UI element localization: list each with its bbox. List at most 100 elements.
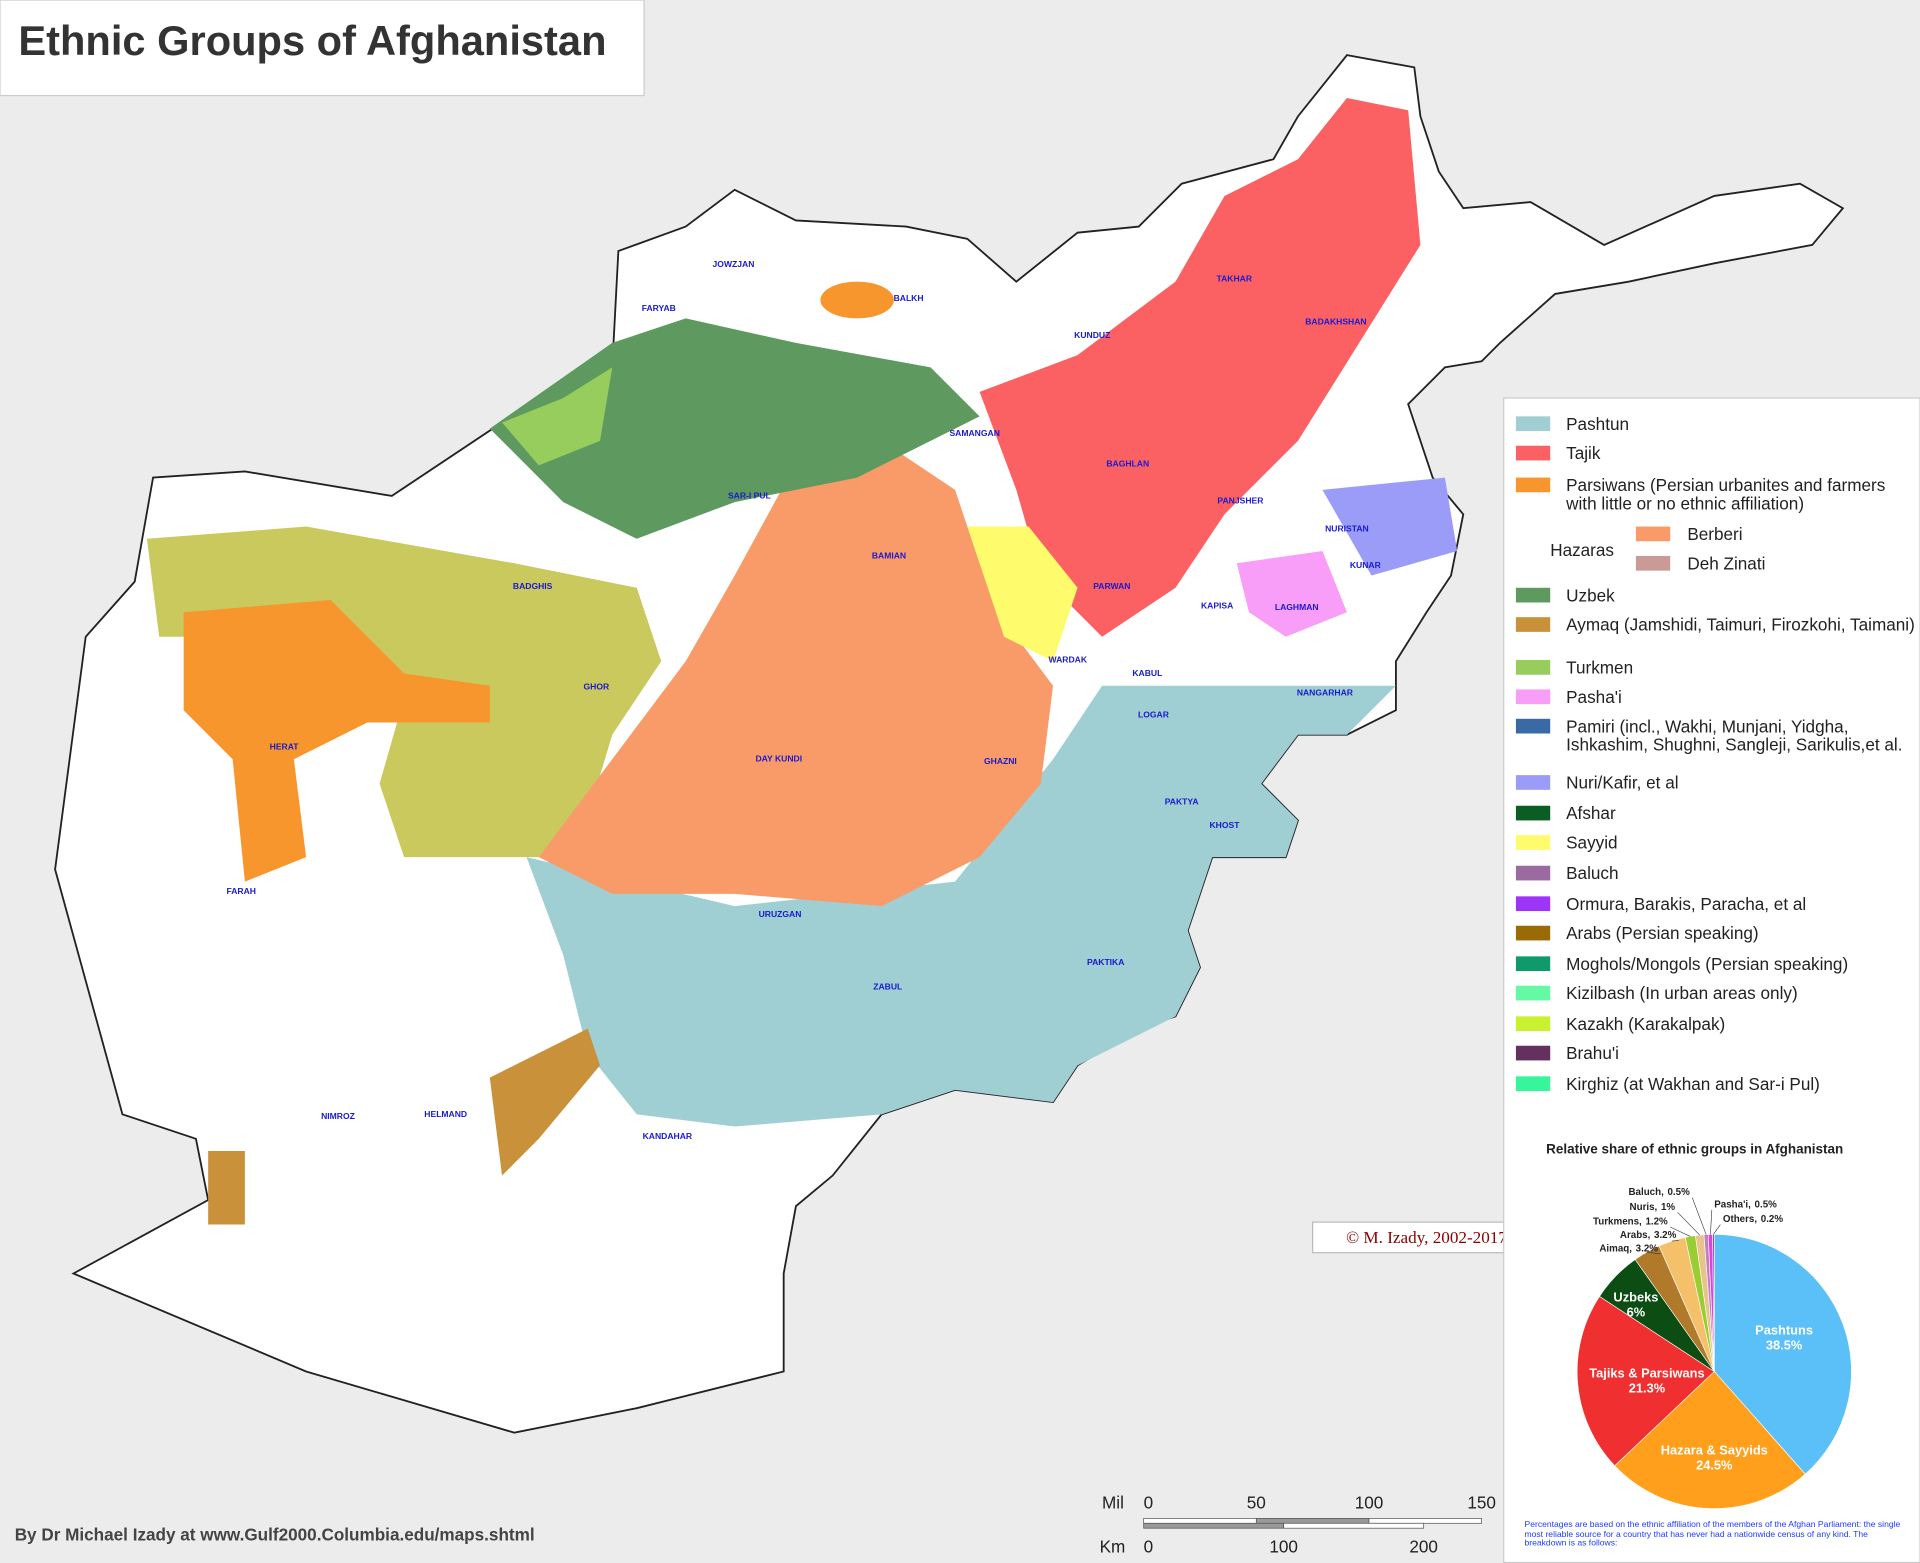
aymaq-area	[208, 1151, 245, 1225]
pie-category: Baluch,	[1628, 1187, 1664, 1198]
legend-label-box: Pashtun	[1566, 415, 1630, 434]
legend-label: Tajik	[1566, 444, 1601, 463]
province-label: NURISTAN	[1325, 523, 1369, 533]
legend-label: Pasha'i	[1566, 688, 1622, 707]
legend-swatch	[1515, 896, 1551, 912]
scale-segment	[1143, 1518, 1257, 1524]
province-label: SAMANGAN	[949, 428, 999, 438]
legend-label: Berberi	[1687, 524, 1742, 544]
berberi-area	[538, 440, 1054, 907]
pie-note-box: Percentages are based on the ethnic affi…	[1524, 1520, 1901, 1548]
pie-value-label: 3.2%	[1654, 1230, 1677, 1241]
legend-swatch	[1515, 985, 1551, 1001]
legend-label: Deh Zinati	[1687, 553, 1765, 573]
parsiwan-area	[183, 600, 490, 882]
province-label: KUNDUZ	[1074, 330, 1110, 340]
legend-label-box: Kazakh (Karakalpak)	[1566, 1015, 1726, 1034]
province-label: PAKTYA	[1165, 797, 1199, 807]
province-label: FARAH	[226, 886, 256, 896]
legend-label: Uzbek	[1566, 586, 1615, 605]
pie-value-label: 21.3%	[1629, 1380, 1666, 1395]
legend-label-box: Nuri/Kafir, et al	[1566, 773, 1679, 793]
legend-label: Moghols/Mongols (Persian speaking)	[1566, 955, 1849, 974]
legend-label: Sayyid	[1566, 833, 1618, 853]
pie-category: Pasha'i,	[1714, 1199, 1751, 1210]
pie-value-label: 6%	[1627, 1304, 1646, 1319]
pie-label: Pasha'i, 0.5%	[1714, 1199, 1777, 1210]
legend-swatch	[1515, 1076, 1551, 1092]
leader-line	[1710, 1209, 1713, 1235]
legend-label-box: Moghols/Mongols (Persian speaking)	[1566, 955, 1849, 974]
pie-slice	[1614, 1371, 1806, 1509]
legend-swatch	[1515, 477, 1551, 493]
map-labels: HERAT KABUL KANDAHAR BALKH GHAZNI FARAH HELMAN…	[226, 259, 1381, 1141]
turkmen-area	[502, 367, 613, 466]
pie-category: Others,	[1723, 1214, 1758, 1225]
scale-bar: Mil Km 0 50 100 150 0 100 200	[1100, 1493, 1496, 1557]
province-label: URUZGAN	[759, 909, 802, 919]
legend-label: Pamiri (incl., Wakhi, Munjani, Yidgha, I…	[1566, 717, 1903, 755]
scale-label: 50	[1247, 1493, 1266, 1513]
legend-swatch	[1515, 925, 1551, 941]
legend-label: Kazakh (Karakalpak)	[1566, 1015, 1726, 1034]
pie-value-label: 24.5%	[1696, 1457, 1733, 1472]
legend-label-box: Pasha'i	[1566, 688, 1622, 707]
pashtun-area	[526, 685, 1396, 1127]
legend-label: Nuri/Kafir, et al	[1566, 773, 1679, 793]
province-label: NIMROZ	[321, 1111, 355, 1121]
province-label: BALKH	[894, 293, 924, 303]
pie-note: Percentages are based on the ethnic affi…	[1524, 1520, 1901, 1548]
legend-label-box: Arabs (Persian speaking)	[1566, 925, 1758, 943]
title-box	[0, 0, 645, 97]
credit: By Dr Michael Izady at www.Gulf2000.Colu…	[15, 1524, 535, 1544]
scale-label: 150	[1467, 1493, 1496, 1513]
legend-label-box: Aymaq (Jamshidi, Taimuri, Firozkohi, Tai…	[1566, 616, 1915, 634]
pie-label: Others, 0.2%	[1723, 1214, 1784, 1225]
pie-label: Nuris, 1%	[1630, 1202, 1676, 1213]
province-label: KAPISA	[1201, 601, 1233, 611]
province-label: KUNAR	[1350, 560, 1382, 570]
pie-category: Aimaq,	[1599, 1243, 1632, 1254]
scale-label: 100	[1269, 1537, 1298, 1557]
province-label: BADAKHSHAN	[1305, 317, 1366, 327]
legend-swatch	[1515, 660, 1551, 675]
pie-label: Pashtuns 38.5%	[1755, 1323, 1813, 1353]
province-label: BAMIAN	[872, 550, 906, 560]
legend-label-box: Afshar	[1566, 805, 1616, 823]
title: Ethnic Groups of Afghanistan	[18, 17, 606, 64]
pie-value-label: 0.5%	[1755, 1199, 1778, 1210]
parsiwan-area	[820, 281, 894, 319]
legend-swatch	[1515, 835, 1551, 850]
leader-line	[1646, 1251, 1661, 1255]
leader-line	[1713, 1224, 1721, 1235]
pie-value-label: 38.5%	[1766, 1337, 1803, 1352]
legend-label: Parsiwans (Persian urbanites and farmers…	[1566, 476, 1886, 514]
tajik-area	[979, 97, 1421, 637]
province-label: HERAT	[270, 741, 300, 751]
legend-label-box: Ormura, Barakis, Paracha, et al	[1566, 895, 1806, 913]
province-label: DAY KUNDI	[755, 754, 802, 764]
copyright-box	[1312, 1221, 1542, 1254]
legend-label: Pashtun	[1566, 415, 1630, 434]
province-label: LOGAR	[1138, 710, 1170, 720]
scale-unit: Mil	[1102, 1493, 1124, 1513]
legend-swatch	[1515, 775, 1551, 790]
copyright: © M. Izady, 2002-2017	[1346, 1228, 1507, 1247]
province-label: BADGHIS	[513, 581, 553, 591]
legend-label-box: Uzbek	[1566, 586, 1615, 605]
province-label: PANJSHER	[1217, 495, 1264, 505]
province-label: NANGARHAR	[1297, 688, 1354, 698]
province-label: ZABUL	[873, 981, 902, 991]
pashai-area	[1236, 551, 1347, 637]
legend-swatch	[1515, 587, 1551, 603]
pie-chart: Pashtuns 38.5% Hazara & Sayyids 24.5% Tajiks…	[1576, 1187, 1852, 1509]
uzbek-area	[489, 318, 980, 539]
province-label: GHOR	[583, 681, 610, 691]
nuri-area	[1322, 477, 1458, 576]
legend-swatch	[1515, 1045, 1551, 1061]
legend-label-box: Turkmen	[1566, 659, 1633, 677]
legend-swatch	[1515, 416, 1551, 432]
legend-swatch	[1515, 689, 1551, 705]
pie-value-label: 3.2%	[1636, 1243, 1659, 1254]
